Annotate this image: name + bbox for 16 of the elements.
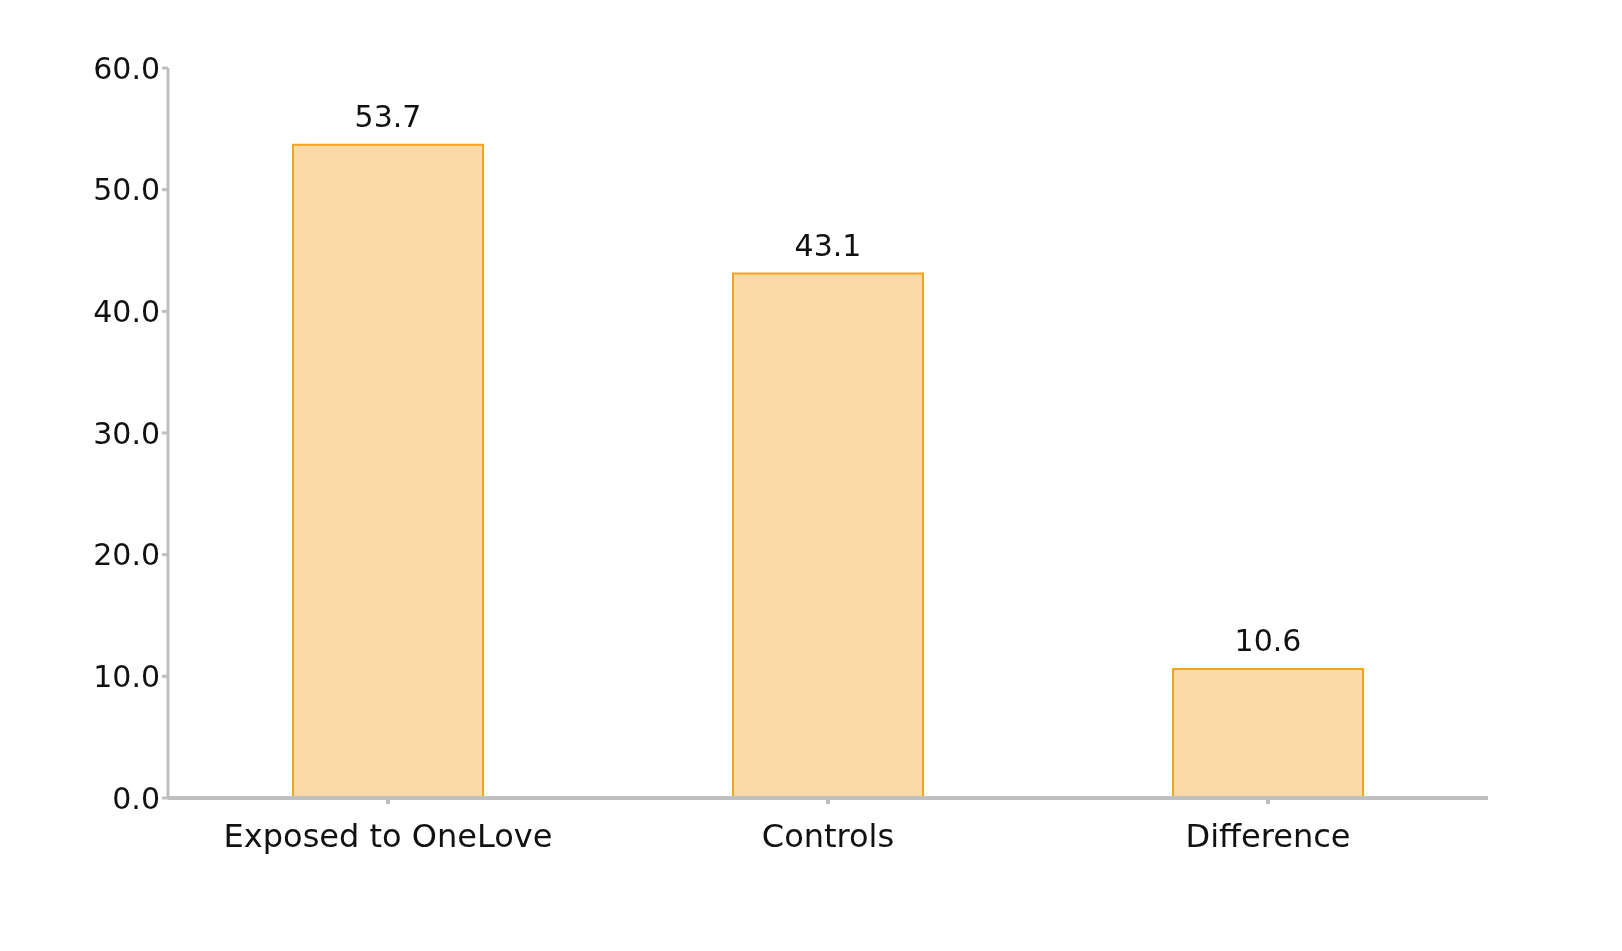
y-tick-label: 30.0 bbox=[93, 415, 160, 451]
y-tick-label: 50.0 bbox=[93, 172, 160, 208]
y-tick-label: 40.0 bbox=[93, 293, 160, 329]
y-tick-label: 20.0 bbox=[93, 537, 160, 573]
data-label: 10.6 bbox=[1234, 623, 1302, 659]
x-tick-label: Difference bbox=[1185, 816, 1351, 855]
bar bbox=[292, 143, 484, 798]
x-tick-label: Exposed to OneLove bbox=[223, 816, 553, 855]
data-label: 43.1 bbox=[794, 227, 862, 263]
bar bbox=[732, 272, 924, 798]
y-tick-label: 0.0 bbox=[112, 780, 160, 816]
bar bbox=[1172, 668, 1364, 798]
data-label: 53.7 bbox=[354, 98, 422, 134]
x-tick-label: Controls bbox=[761, 816, 895, 855]
y-tick-label: 60.0 bbox=[93, 50, 160, 86]
y-tick-label: 10.0 bbox=[93, 658, 160, 694]
